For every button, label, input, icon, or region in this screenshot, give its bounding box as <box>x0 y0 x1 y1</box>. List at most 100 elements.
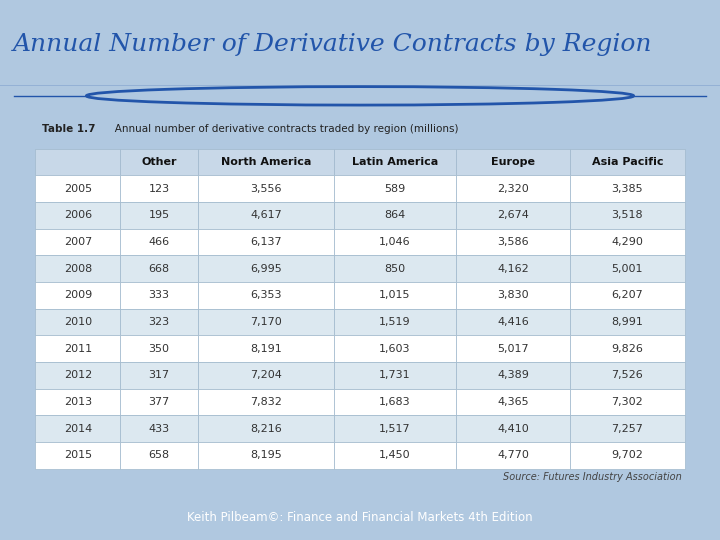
FancyBboxPatch shape <box>35 202 120 229</box>
FancyBboxPatch shape <box>35 229 120 255</box>
Text: 4,389: 4,389 <box>497 370 529 380</box>
FancyBboxPatch shape <box>334 442 456 469</box>
Text: Source: Futures Industry Association: Source: Futures Industry Association <box>503 472 681 482</box>
FancyBboxPatch shape <box>570 282 685 309</box>
FancyBboxPatch shape <box>35 442 120 469</box>
FancyBboxPatch shape <box>456 442 570 469</box>
Text: Other: Other <box>141 157 176 167</box>
FancyBboxPatch shape <box>456 255 570 282</box>
Text: 2006: 2006 <box>64 211 92 220</box>
FancyBboxPatch shape <box>456 309 570 335</box>
Text: 3,385: 3,385 <box>611 184 643 194</box>
Text: 4,162: 4,162 <box>498 264 529 274</box>
FancyBboxPatch shape <box>334 389 456 415</box>
Text: 195: 195 <box>148 211 169 220</box>
FancyBboxPatch shape <box>120 229 198 255</box>
Text: 2015: 2015 <box>64 450 92 460</box>
FancyBboxPatch shape <box>570 415 685 442</box>
Text: 658: 658 <box>148 450 169 460</box>
Text: 4,365: 4,365 <box>498 397 529 407</box>
Text: 2014: 2014 <box>63 423 92 434</box>
FancyBboxPatch shape <box>334 148 456 176</box>
Text: 2005: 2005 <box>64 184 92 194</box>
FancyBboxPatch shape <box>570 442 685 469</box>
FancyBboxPatch shape <box>334 335 456 362</box>
Text: 7,257: 7,257 <box>611 423 644 434</box>
Text: 2009: 2009 <box>63 291 92 300</box>
FancyBboxPatch shape <box>120 442 198 469</box>
FancyBboxPatch shape <box>120 309 198 335</box>
FancyBboxPatch shape <box>456 389 570 415</box>
Text: 4,617: 4,617 <box>250 211 282 220</box>
Text: 9,702: 9,702 <box>611 450 644 460</box>
Text: 864: 864 <box>384 211 405 220</box>
Text: 7,832: 7,832 <box>250 397 282 407</box>
Text: North America: North America <box>221 157 311 167</box>
FancyBboxPatch shape <box>456 362 570 389</box>
FancyBboxPatch shape <box>198 176 334 202</box>
Text: 2010: 2010 <box>64 317 92 327</box>
FancyBboxPatch shape <box>334 176 456 202</box>
Text: 850: 850 <box>384 264 405 274</box>
Text: 2012: 2012 <box>63 370 92 380</box>
Text: 4,410: 4,410 <box>498 423 529 434</box>
FancyBboxPatch shape <box>120 282 198 309</box>
Text: Keith Pilbeam©: Finance and Financial Markets 4th Edition: Keith Pilbeam©: Finance and Financial Ma… <box>187 510 533 524</box>
Text: 7,170: 7,170 <box>250 317 282 327</box>
Text: Asia Pacific: Asia Pacific <box>592 157 663 167</box>
FancyBboxPatch shape <box>120 389 198 415</box>
FancyBboxPatch shape <box>35 389 120 415</box>
Text: 4,416: 4,416 <box>498 317 529 327</box>
Text: 7,526: 7,526 <box>611 370 643 380</box>
FancyBboxPatch shape <box>35 335 120 362</box>
Text: 3,830: 3,830 <box>498 291 529 300</box>
Text: Annual Number of Derivative Contracts by Region: Annual Number of Derivative Contracts by… <box>13 33 652 56</box>
Text: 3,556: 3,556 <box>250 184 282 194</box>
FancyBboxPatch shape <box>198 442 334 469</box>
FancyBboxPatch shape <box>120 148 198 176</box>
Text: 3,586: 3,586 <box>498 237 529 247</box>
FancyBboxPatch shape <box>570 362 685 389</box>
FancyBboxPatch shape <box>198 148 334 176</box>
FancyBboxPatch shape <box>456 229 570 255</box>
FancyBboxPatch shape <box>456 415 570 442</box>
Text: 350: 350 <box>148 343 169 354</box>
FancyBboxPatch shape <box>334 415 456 442</box>
FancyBboxPatch shape <box>456 282 570 309</box>
Text: 8,991: 8,991 <box>611 317 644 327</box>
Text: 8,191: 8,191 <box>250 343 282 354</box>
Text: 7,302: 7,302 <box>611 397 643 407</box>
FancyBboxPatch shape <box>198 415 334 442</box>
Text: 6,995: 6,995 <box>250 264 282 274</box>
Text: 1,450: 1,450 <box>379 450 411 460</box>
FancyBboxPatch shape <box>120 176 198 202</box>
FancyBboxPatch shape <box>570 202 685 229</box>
FancyBboxPatch shape <box>198 202 334 229</box>
FancyBboxPatch shape <box>334 202 456 229</box>
FancyBboxPatch shape <box>570 176 685 202</box>
FancyBboxPatch shape <box>35 176 120 202</box>
Text: 2,320: 2,320 <box>498 184 529 194</box>
FancyBboxPatch shape <box>198 282 334 309</box>
FancyBboxPatch shape <box>570 148 685 176</box>
FancyBboxPatch shape <box>198 309 334 335</box>
FancyBboxPatch shape <box>120 255 198 282</box>
FancyBboxPatch shape <box>120 415 198 442</box>
FancyBboxPatch shape <box>198 255 334 282</box>
FancyBboxPatch shape <box>120 335 198 362</box>
FancyBboxPatch shape <box>570 309 685 335</box>
Text: Europe: Europe <box>491 157 535 167</box>
FancyBboxPatch shape <box>198 335 334 362</box>
Text: 5,001: 5,001 <box>612 264 643 274</box>
Text: 317: 317 <box>148 370 169 380</box>
Text: 4,290: 4,290 <box>611 237 644 247</box>
Circle shape <box>86 86 634 105</box>
Text: 1,015: 1,015 <box>379 291 411 300</box>
Text: 1,046: 1,046 <box>379 237 411 247</box>
Text: 377: 377 <box>148 397 170 407</box>
Text: 4,770: 4,770 <box>497 450 529 460</box>
Text: 7,204: 7,204 <box>250 370 282 380</box>
FancyBboxPatch shape <box>456 148 570 176</box>
Text: 2011: 2011 <box>64 343 92 354</box>
Text: 333: 333 <box>148 291 169 300</box>
